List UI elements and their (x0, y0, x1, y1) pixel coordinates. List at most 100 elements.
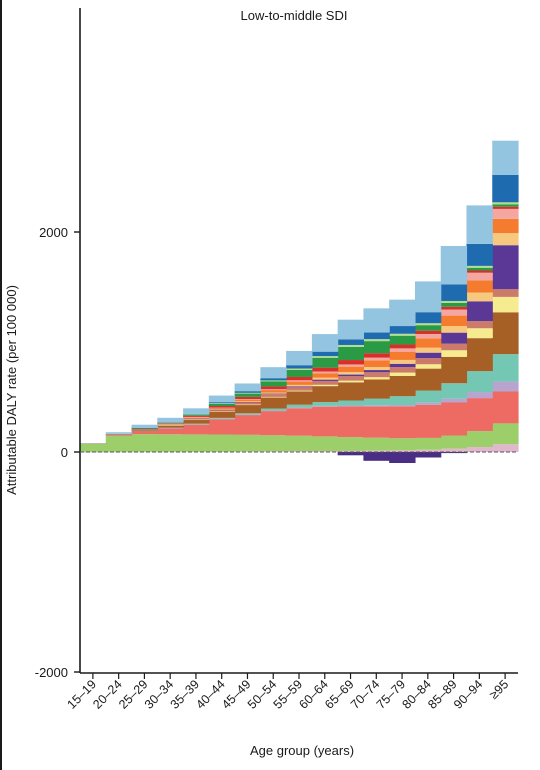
band-segment-s14-3 (157, 422, 184, 424)
band-segment-s1-4 (183, 434, 210, 452)
band-segment-s11-7 (260, 389, 287, 391)
band-segment-s5-14 (440, 356, 468, 384)
band-segment-s6-9 (311, 384, 339, 387)
band-segment-s3-15 (466, 392, 493, 399)
band-segment-s5-6 (234, 405, 261, 414)
band-segment-s6-16 (492, 296, 519, 313)
band-segment-s10-7 (260, 390, 287, 393)
band-segment-s4-6 (234, 413, 261, 415)
band-segment-s16-1 (105, 432, 133, 434)
band-segment-s0-12 (389, 450, 416, 452)
band-segment-s12-13 (414, 330, 442, 334)
band-segment-s7-8 (286, 387, 313, 391)
band-segment-s1-6 (234, 434, 261, 452)
band-segment-s3-13 (414, 402, 442, 405)
band-segment-s17-13 (414, 452, 442, 458)
band-segment-s13-10 (337, 346, 365, 361)
band-segment-s2-11 (363, 406, 390, 438)
band-segment-s2-1 (105, 434, 133, 436)
band-segment-s10-15 (466, 280, 493, 293)
band-segment-s12-15 (466, 270, 493, 273)
band-segment-s12-11 (363, 353, 390, 358)
band-segment-s0-13 (414, 449, 442, 452)
band-segment-s1-7 (260, 435, 287, 452)
band-segment-s17-14 (440, 452, 468, 454)
band-segment-s10-9 (311, 373, 339, 378)
band-segment-s16-13 (414, 281, 442, 313)
band-segment-s11-16 (492, 208, 519, 219)
band-segment-s12-14 (440, 306, 468, 310)
band-segment-s15-8 (286, 365, 313, 369)
band-segment-s13-7 (260, 381, 287, 387)
band-segment-s8-12 (389, 363, 416, 368)
band-segment-s9-13 (414, 347, 442, 353)
band-segment-s0-14 (440, 448, 468, 452)
band-segment-s1-1 (105, 435, 133, 452)
band-segment-s1-8 (286, 435, 313, 452)
band-segment-s4-10 (337, 400, 365, 406)
band-segment-s16-3 (157, 417, 184, 423)
band-segment-s9-15 (466, 292, 493, 302)
band-segment-s5-11 (363, 379, 390, 399)
band-segment-s5-10 (337, 382, 365, 401)
band-segment-s5-16 (492, 312, 519, 355)
band-segment-s16-4 (183, 408, 210, 414)
band-segment-s2-9 (311, 406, 339, 437)
x-axis-label: Age group (years) (250, 743, 354, 758)
band-segment-s0-5 (208, 451, 236, 452)
band-segment-s2-3 (157, 428, 184, 435)
band-segment-s5-3 (157, 425, 184, 428)
band-segment-s8-7 (260, 393, 287, 395)
band-segment-s11-3 (157, 423, 184, 425)
band-segment-s9-16 (492, 233, 519, 246)
band-segment-s15-13 (414, 312, 442, 324)
band-segment-s12-4 (183, 415, 210, 417)
chart-title: Low-to-middle SDI (241, 8, 348, 23)
band-segment-s2-5 (208, 419, 236, 435)
band-segment-s0-15 (466, 447, 493, 452)
band-segment-s8-13 (414, 352, 442, 359)
band-segment-s11-11 (363, 357, 390, 361)
band-segment-s2-8 (286, 408, 313, 436)
band-segment-s1-5 (208, 434, 236, 452)
band-segment-s15-10 (337, 339, 365, 345)
band-segment-s6-5 (208, 411, 236, 413)
band-segment-s3-12 (389, 405, 416, 407)
band-segment-s1-0 (80, 443, 107, 452)
band-segment-s9-6 (234, 401, 261, 403)
band-segment-s6-7 (260, 396, 287, 398)
band-segment-s15-16 (492, 174, 519, 203)
band-segment-s15-3 (157, 422, 184, 423)
band-segment-s4-3 (157, 427, 184, 429)
band-segment-s11-13 (414, 333, 442, 339)
band-segment-s1-9 (311, 436, 339, 452)
band-segment-s4-15 (466, 371, 493, 393)
band-segment-s0-10 (337, 450, 365, 452)
left-frame-line (0, 0, 2, 770)
band-segment-s8-14 (440, 332, 468, 344)
band-segment-s8-16 (492, 245, 519, 290)
band-segment-s17-11 (363, 452, 390, 461)
band-segment-s10-5 (208, 408, 236, 410)
y-tick-label-0: -2000 (35, 665, 68, 680)
band-segment-s8-6 (234, 402, 261, 403)
band-segment-s9-5 (208, 409, 236, 410)
band-segment-s14-9 (311, 356, 339, 358)
band-segment-s4-8 (286, 404, 313, 408)
band-segment-s11-6 (234, 399, 261, 400)
band-segment-s9-7 (260, 392, 287, 394)
axes-layer: -2000 0 2000 (35, 8, 518, 680)
x-tick-labels-layer: 15–1920–2425–2930–3435–3940–4445–4950–54… (65, 673, 511, 712)
band-segment-s7-16 (492, 289, 519, 297)
band-segment-s15-9 (311, 351, 339, 357)
band-segment-s16-7 (260, 367, 287, 379)
band-segment-s7-10 (337, 376, 365, 381)
band-segment-s11-8 (286, 380, 313, 382)
band-segment-s7-5 (208, 409, 236, 412)
band-segment-s10-14 (440, 315, 468, 327)
band-segment-s9-14 (440, 326, 468, 333)
band-segment-s14-14 (440, 300, 468, 303)
band-segment-s15-5 (208, 402, 236, 404)
band-segment-s6-8 (286, 390, 313, 392)
band-segment-s13-13 (414, 325, 442, 331)
